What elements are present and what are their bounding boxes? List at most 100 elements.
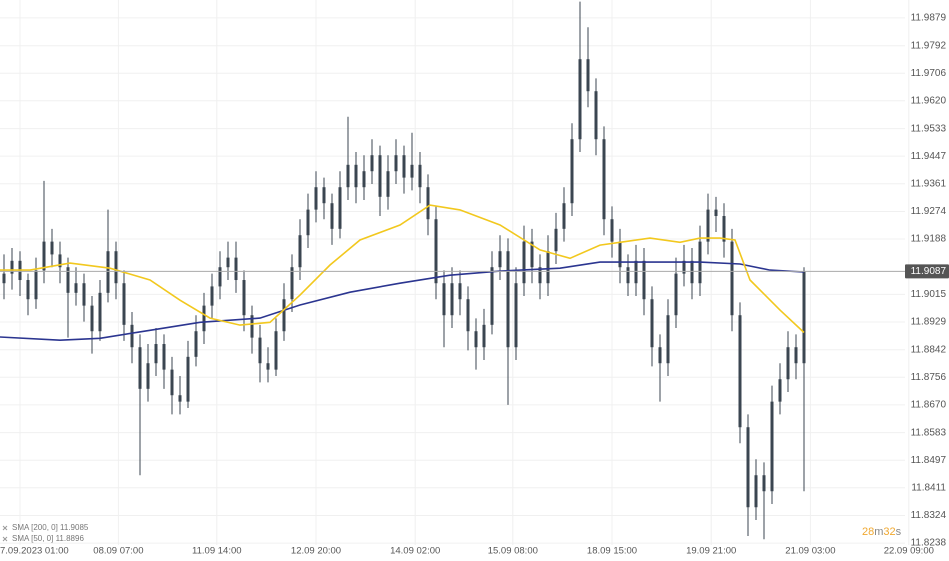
candle-body xyxy=(674,273,678,316)
candle-body xyxy=(402,155,406,178)
candle-body xyxy=(234,257,238,281)
candle-body xyxy=(770,401,774,492)
candle-body xyxy=(786,347,790,380)
legend-label: SMA [50, 0] 11.8896 xyxy=(12,534,84,543)
candle-body xyxy=(754,475,758,508)
countdown-part: m xyxy=(874,526,883,538)
y-tick-label: 11.8842 xyxy=(911,344,947,355)
candle-body xyxy=(498,251,502,268)
candle-body xyxy=(82,283,86,306)
y-tick-label: 11.9447 xyxy=(911,151,947,162)
candle-body xyxy=(242,280,246,316)
candle-body xyxy=(642,260,646,300)
candle-body xyxy=(154,344,158,364)
last-price-label: 11.9087 xyxy=(911,266,947,277)
candle-body xyxy=(218,267,222,287)
x-tick-label: 21.09 03:00 xyxy=(785,546,835,557)
candle-body xyxy=(762,475,766,492)
candle-body xyxy=(418,164,422,188)
candle-body xyxy=(490,267,494,325)
candle-body xyxy=(386,171,390,197)
candle-body xyxy=(346,164,350,188)
y-tick-label: 11.9361 xyxy=(911,178,947,189)
candle-body xyxy=(58,254,62,268)
candle-body xyxy=(362,171,366,188)
sma-line xyxy=(0,204,805,334)
y-tick-label: 11.8324 xyxy=(911,510,947,521)
y-tick-label: 11.9274 xyxy=(911,206,947,217)
candle-body xyxy=(226,257,230,268)
candle-body xyxy=(538,267,542,284)
candle-body xyxy=(50,241,54,255)
countdown-part: 28 xyxy=(862,526,874,538)
countdown: 28m32s xyxy=(862,526,902,538)
y-tick-label: 11.9533 xyxy=(911,123,947,134)
candle-body xyxy=(482,324,486,348)
countdown-part: s xyxy=(896,526,902,538)
candle-body xyxy=(314,187,318,210)
y-tick-label: 11.8411 xyxy=(911,482,946,493)
candle-body xyxy=(370,155,374,172)
x-tick-label: 08.09 07:00 xyxy=(93,546,143,557)
candle-body xyxy=(514,283,518,348)
candle-body xyxy=(554,228,558,252)
candle-body xyxy=(338,187,342,229)
candle-body xyxy=(322,187,326,204)
candle-body xyxy=(282,299,286,332)
candle-body xyxy=(570,139,574,204)
x-tick-label: 7.09.2023 01:00 xyxy=(0,546,69,557)
x-tick-label: 11.09 14:00 xyxy=(192,546,241,557)
candle-body xyxy=(90,305,94,332)
candle-body xyxy=(466,299,470,332)
candle-body xyxy=(130,324,134,348)
candle-body xyxy=(378,155,382,197)
x-tick-label: 14.09 02:00 xyxy=(390,546,440,557)
candle-body xyxy=(266,363,270,370)
y-tick-label: 11.8929 xyxy=(911,317,947,328)
candle-body xyxy=(594,91,598,140)
candle-body xyxy=(562,203,566,229)
y-tick-label: 11.9015 xyxy=(911,289,947,300)
candle-body xyxy=(330,203,334,229)
candle-body xyxy=(290,267,294,300)
candle-body xyxy=(298,235,302,268)
candle-body xyxy=(666,315,670,364)
candle-body xyxy=(178,395,182,402)
candle-body xyxy=(138,347,142,389)
candle-body xyxy=(194,331,198,357)
candle-body xyxy=(578,59,582,140)
candle-body xyxy=(626,267,630,284)
candle-body xyxy=(202,305,206,332)
candle-body xyxy=(474,331,478,348)
candle-body xyxy=(250,315,254,338)
candle-body xyxy=(34,270,38,300)
candle-body xyxy=(162,344,166,370)
candle-body xyxy=(274,331,278,370)
y-tick-label: 11.8497 xyxy=(911,455,947,466)
candle-body xyxy=(794,347,798,364)
candle-body xyxy=(426,187,430,220)
candle-body xyxy=(394,155,398,172)
legend-label: SMA [200, 0] 11.9085 xyxy=(12,523,89,532)
candle-body xyxy=(546,251,550,284)
y-tick-label: 11.8756 xyxy=(911,372,947,383)
candle-body xyxy=(26,280,30,300)
y-tick-label: 11.8238 xyxy=(911,538,947,549)
candle-body xyxy=(738,315,742,428)
candle-body xyxy=(682,260,686,274)
candle-body xyxy=(442,283,446,316)
candle-body xyxy=(602,139,606,220)
candle-body xyxy=(42,241,46,271)
candle-body xyxy=(106,251,110,293)
candle-body xyxy=(634,260,638,284)
candle-body xyxy=(114,251,118,284)
x-tick-label: 12.09 20:00 xyxy=(291,546,341,557)
candle-body xyxy=(522,241,526,284)
last-price-box xyxy=(905,264,949,279)
y-tick-label: 11.9188 xyxy=(911,234,947,245)
x-tick-label: 15.09 08:00 xyxy=(488,546,538,557)
candle-body xyxy=(458,283,462,300)
candle-body xyxy=(722,216,726,242)
candle-body xyxy=(658,347,662,364)
